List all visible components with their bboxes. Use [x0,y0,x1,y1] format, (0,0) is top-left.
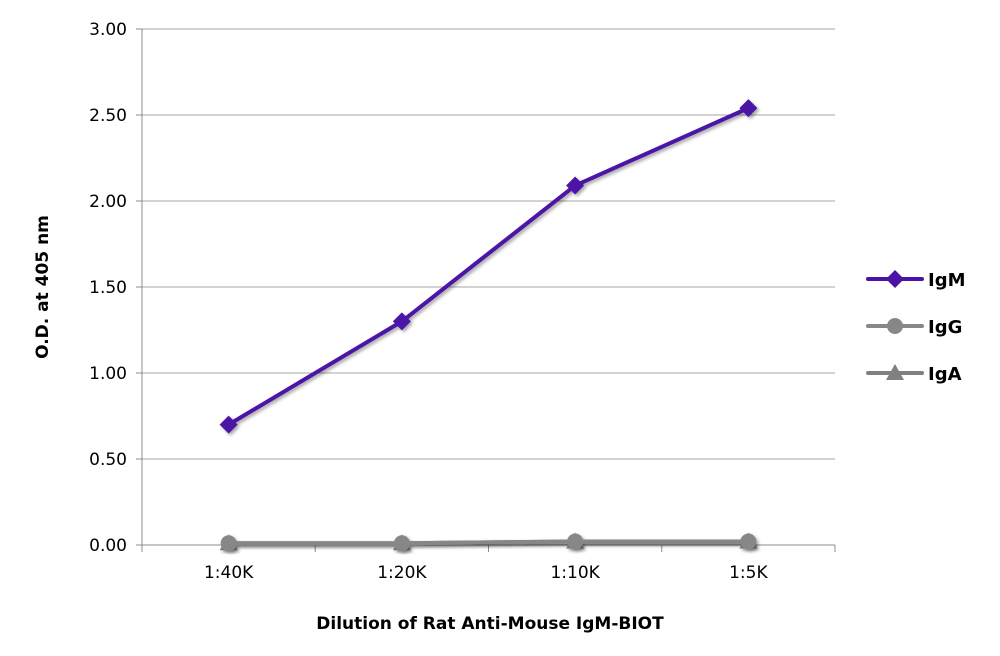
x-tick-labels: 1:40K 1:20K 1:10K 1:5K [204,563,769,583]
y-tick-label: 1.00 [89,364,127,384]
x-tick-label: 1:40K [204,563,254,583]
series-line-igg [228,539,749,546]
data-point-igm [739,99,758,118]
data-point-igg [393,535,410,552]
legend-label: IgA [928,364,962,385]
data-point-igg [740,533,757,550]
series-igm [219,99,758,434]
x-tick-label: 1:5K [729,563,768,583]
x-tick-label: 1:20K [377,563,427,583]
legend-marker-circle-icon [887,318,903,334]
y-tick-label: 2.00 [89,192,127,212]
legend-item-igm: IgM [866,270,966,291]
data-point-igg [220,535,237,552]
x-axis-label: Dilution of Rat Anti-Mouse IgM-BIOT [316,614,664,634]
legend-item-iga: IgA [866,364,962,385]
data-point-igm [219,415,238,434]
gridlines [142,28,835,460]
y-tick-label: 1.50 [89,278,127,298]
series-line-igm [227,106,750,427]
legend-marker-triangle-icon [886,364,904,380]
x-tick-label: 1:10K [550,563,600,583]
y-tick-label: 3.00 [89,20,127,40]
data-point-igm [566,176,585,195]
y-tick-label: 0.00 [89,536,127,556]
y-tick-label: 0.50 [89,450,127,470]
legend-label: IgG [928,317,962,338]
series [219,99,758,552]
series-igg [220,533,757,552]
data-point-igg [567,533,584,550]
y-tick-labels: 0.00 0.50 1.00 1.50 2.00 2.50 3.00 [89,20,127,556]
y-tick-label: 2.50 [89,106,127,126]
legend-label: IgM [928,270,966,291]
data-point-igm [392,312,411,331]
y-axis-label: O.D. at 405 nm [33,215,53,359]
legend: IgM IgG IgA [866,270,966,385]
legend-marker-diamond-icon [886,270,904,288]
legend-item-igg: IgG [866,317,962,338]
axes [136,28,836,552]
